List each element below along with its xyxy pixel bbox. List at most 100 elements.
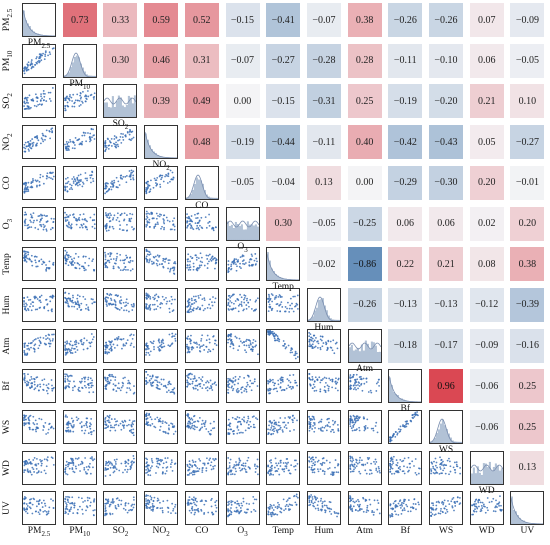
- scatter-point: [155, 293, 158, 296]
- scatter-point: [29, 186, 32, 188]
- scatter-point: [26, 469, 29, 472]
- hist-wd: [469, 450, 504, 485]
- scatter-point: [84, 100, 87, 103]
- scatter-point: [213, 464, 216, 467]
- scatter-point: [188, 472, 191, 475]
- scatter-point: [409, 462, 412, 465]
- scatter-point: [110, 213, 113, 216]
- scatter-point: [282, 498, 285, 501]
- scatter-point: [238, 459, 241, 462]
- scatter-point: [45, 177, 48, 180]
- scatter-point: [84, 255, 87, 258]
- corr-cell-pm25-pm10: 0.73: [62, 3, 97, 37]
- scatter-point: [226, 509, 229, 512]
- scatter-point: [308, 342, 311, 345]
- corr-cell-hum-ws: −0.13: [429, 287, 463, 322]
- scatter-point: [36, 185, 38, 188]
- scatter-point: [39, 220, 41, 223]
- scatter-point: [415, 457, 417, 460]
- scatter-point: [269, 378, 272, 381]
- scatter-point: [84, 386, 87, 389]
- scatter-point: [337, 462, 339, 465]
- scatter-point: [413, 415, 416, 418]
- scatter-point: [111, 463, 114, 466]
- scatter-point: [357, 426, 360, 429]
- scatter-point: [80, 338, 83, 341]
- scatter-point: [187, 373, 190, 376]
- scatter-point: [327, 388, 330, 390]
- scatter-point: [66, 508, 68, 511]
- scatter-point: [255, 260, 258, 263]
- scatter-point: [91, 225, 94, 228]
- scatter-point: [145, 344, 148, 346]
- scatter-point: [313, 418, 316, 421]
- scatter-point: [226, 304, 229, 307]
- scatter-point: [132, 170, 135, 173]
- scatter-point: [243, 348, 246, 351]
- scatter-point: [267, 510, 270, 513]
- scatter-point: [188, 351, 191, 353]
- scatter-point: [336, 516, 338, 518]
- scatter-point: [336, 423, 339, 426]
- scatter-point: [167, 172, 170, 175]
- scatter-point: [68, 467, 71, 470]
- scatter-point: [289, 381, 292, 384]
- scatter-point: [313, 346, 316, 348]
- kde-line: [23, 9, 55, 36]
- scatter-point: [119, 422, 122, 425]
- scatter-point: [211, 383, 214, 386]
- scatter-point: [49, 228, 52, 230]
- scatter-point: [308, 421, 310, 423]
- hist-bar: [89, 75, 92, 77]
- hist-bar: [354, 349, 357, 362]
- scatter-point: [168, 380, 171, 383]
- scatter-point: [86, 132, 89, 134]
- scatter-point: [108, 383, 111, 385]
- kde-line: [63, 52, 96, 77]
- scatter-point: [166, 219, 169, 221]
- scatter-point: [26, 141, 29, 144]
- scatter-point: [112, 513, 114, 516]
- scatter-point: [114, 346, 117, 349]
- scatter-point: [120, 306, 123, 309]
- scatter-point: [279, 386, 282, 389]
- scatter-point: [153, 308, 156, 311]
- scatter-point: [32, 428, 35, 431]
- scatter-point: [159, 183, 162, 186]
- scatter-point: [166, 300, 169, 303]
- scatter-point: [276, 514, 279, 517]
- scatter-point: [53, 217, 55, 220]
- scatter-point: [52, 171, 54, 174]
- scatter-point: [189, 305, 192, 307]
- scatter-point: [188, 337, 191, 340]
- scatter-point: [236, 391, 239, 394]
- scatter-point: [154, 297, 156, 300]
- scatter-point: [235, 298, 238, 300]
- scatter-point: [50, 177, 52, 179]
- scatter-uv-so2: [103, 491, 138, 526]
- scatter-point: [84, 422, 87, 425]
- scatter-point: [152, 262, 155, 265]
- scatter-point: [269, 466, 272, 469]
- scatter-point: [276, 469, 279, 472]
- scatter-point: [129, 261, 132, 264]
- scatter-point: [112, 383, 115, 386]
- scatter-point: [309, 419, 312, 422]
- scatter-point: [39, 223, 41, 226]
- scatter-point: [109, 461, 112, 463]
- scatter-point: [331, 470, 333, 473]
- scatter-point: [86, 306, 89, 309]
- scatter-point: [146, 223, 149, 226]
- scatter-point: [44, 421, 47, 424]
- scatter-ws-no2: [144, 410, 179, 444]
- scatter-point: [351, 500, 354, 503]
- scatter-point: [146, 214, 148, 217]
- scatter-point: [201, 387, 204, 390]
- scatter-point: [172, 178, 174, 181]
- scatter-point: [352, 505, 355, 508]
- scatter-point: [337, 377, 340, 380]
- scatter-point: [85, 465, 88, 468]
- scatter-point: [162, 378, 165, 381]
- scatter-point: [145, 297, 148, 300]
- scatter-point: [73, 507, 75, 509]
